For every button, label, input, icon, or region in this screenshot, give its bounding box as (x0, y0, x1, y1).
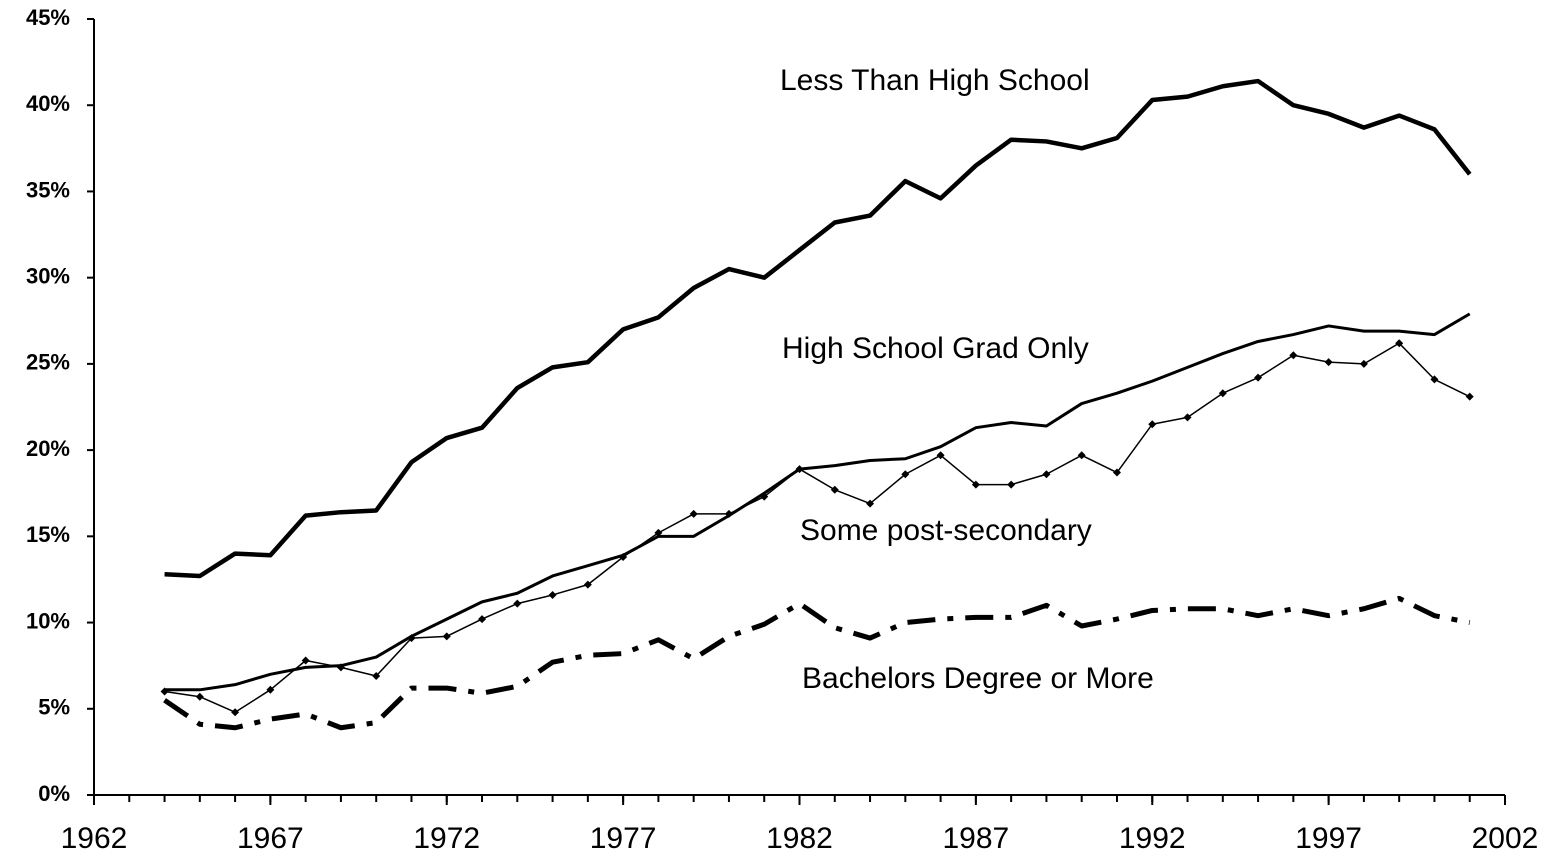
y-tick-label: 10% (26, 608, 70, 633)
x-tick-label: 2002 (1472, 822, 1539, 855)
series-marker (1112, 468, 1121, 477)
series-marker (901, 470, 910, 479)
x-tick-label: 1967 (237, 822, 304, 855)
series-marker (195, 692, 204, 701)
y-tick-label: 20% (26, 436, 70, 461)
series-label: Some post-secondary (800, 514, 1092, 547)
series-line (164, 312, 1471, 692)
series-marker (231, 708, 240, 717)
series-marker (724, 509, 733, 518)
series-marker (1359, 359, 1368, 368)
y-tick-label: 25% (26, 350, 70, 375)
series-marker (442, 632, 451, 641)
series-label: Bachelors Degree or More (802, 662, 1154, 695)
series-marker (689, 509, 698, 518)
series-marker (513, 599, 522, 608)
x-tick-label: 1972 (413, 822, 480, 855)
series-marker (1218, 389, 1227, 398)
series-marker (1183, 413, 1192, 422)
series-marker (301, 656, 310, 665)
series-line (164, 78, 1472, 579)
series-marker (795, 465, 804, 474)
x-tick-label: 1982 (766, 822, 833, 855)
series-marker (760, 492, 769, 501)
series-marker (1077, 451, 1086, 460)
series-marker (1254, 373, 1263, 382)
series-line (163, 595, 1471, 731)
series-marker (407, 634, 416, 643)
y-tick-label: 0% (38, 781, 70, 806)
series-marker (1395, 339, 1404, 348)
series-marker (548, 590, 557, 599)
x-tick-label: 1962 (61, 822, 128, 855)
series-marker (160, 687, 169, 696)
y-tick-label: 40% (26, 91, 70, 116)
series-marker (336, 663, 345, 672)
series-label: Less Than High School (780, 64, 1090, 97)
series-marker (478, 615, 487, 624)
series-marker (830, 485, 839, 494)
series-marker (1324, 358, 1333, 367)
series-label: High School Grad Only (782, 332, 1089, 365)
y-tick-label: 45% (26, 5, 70, 30)
series-marker (583, 580, 592, 589)
series-marker (1148, 420, 1157, 429)
series-marker (971, 480, 980, 489)
series-line (164, 342, 1471, 713)
x-tick-label: 1992 (1119, 822, 1186, 855)
x-tick-label: 1987 (943, 822, 1010, 855)
y-tick-label: 30% (26, 263, 70, 288)
series-marker (1042, 470, 1051, 479)
y-tick-label: 5% (38, 695, 70, 720)
series-marker (1289, 351, 1298, 360)
series-marker (654, 528, 663, 537)
x-tick-label: 1977 (590, 822, 657, 855)
series-marker (866, 499, 875, 508)
series-marker (619, 553, 628, 562)
series-marker (936, 451, 945, 460)
series-marker (1465, 392, 1474, 401)
series-marker (266, 685, 275, 694)
series-marker (1007, 480, 1016, 489)
series-marker (372, 672, 381, 681)
x-tick-label: 1997 (1295, 822, 1362, 855)
series-marker (1430, 375, 1439, 384)
y-tick-label: 35% (26, 177, 70, 202)
y-tick-label: 15% (26, 522, 70, 547)
